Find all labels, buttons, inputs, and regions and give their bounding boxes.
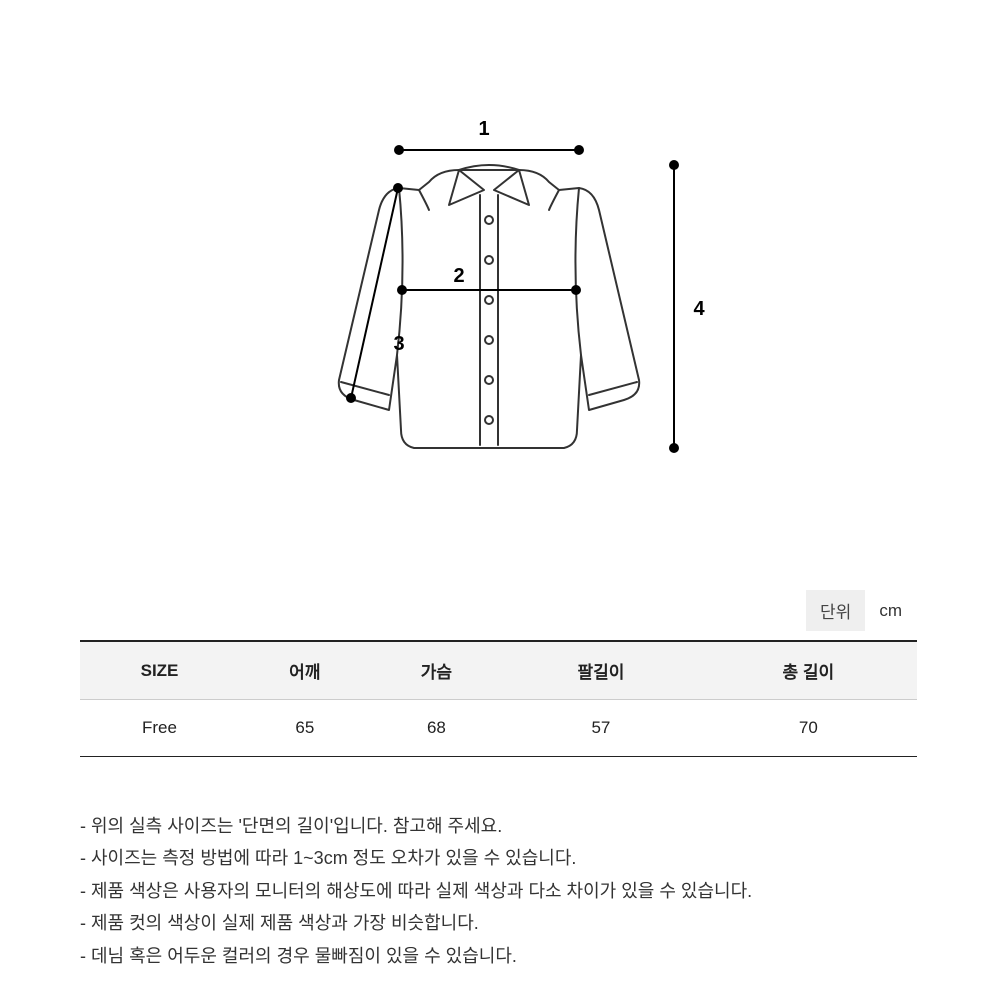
cell-length: 70	[700, 700, 917, 757]
measure-label-2: 2	[453, 265, 464, 287]
unit-value: cm	[879, 601, 902, 621]
notes-section: - 위의 실측 사이즈는 '단면의 길이'입니다. 참고해 주세요. - 사이즈…	[80, 810, 917, 972]
col-shoulder: 어깨	[239, 642, 371, 700]
size-table: SIZE 어깨 가슴 팔길이 총 길이 Free 65 68 57 70	[80, 640, 917, 757]
col-size: SIZE	[80, 642, 239, 700]
measure-label-1: 1	[478, 118, 489, 140]
col-sleeve: 팔길이	[502, 642, 699, 700]
cell-sleeve: 57	[502, 700, 699, 757]
measure-label-3: 3	[393, 333, 404, 355]
cell-chest: 68	[371, 700, 503, 757]
note-line: - 데님 혹은 어두운 컬러의 경우 물빠짐이 있을 수 있습니다.	[80, 940, 917, 972]
measure-label-4: 4	[693, 298, 705, 320]
measure-shoulder: 1	[394, 118, 584, 155]
unit-row: 단위 cm	[806, 590, 902, 631]
cell-size: Free	[80, 700, 239, 757]
table-row: Free 65 68 57 70	[80, 700, 917, 757]
note-line: - 위의 실측 사이즈는 '단면의 길이'입니다. 참고해 주세요.	[80, 810, 917, 842]
note-line: - 제품 컷의 색상이 실제 제품 색상과 가장 비슷합니다.	[80, 907, 917, 939]
size-diagram-container: 1 2 3 4	[0, 0, 997, 480]
cell-shoulder: 65	[239, 700, 371, 757]
col-chest: 가슴	[371, 642, 503, 700]
note-line: - 제품 색상은 사용자의 모니터의 해상도에 따라 실제 색상과 다소 차이가…	[80, 875, 917, 907]
table-header-row: SIZE 어깨 가슴 팔길이 총 길이	[80, 642, 917, 700]
note-line: - 사이즈는 측정 방법에 따라 1~3cm 정도 오차가 있을 수 있습니다.	[80, 842, 917, 874]
measure-length: 4	[669, 160, 705, 453]
col-length: 총 길이	[700, 642, 917, 700]
shirt-diagram: 1 2 3 4	[279, 110, 719, 480]
unit-label: 단위	[806, 590, 865, 631]
